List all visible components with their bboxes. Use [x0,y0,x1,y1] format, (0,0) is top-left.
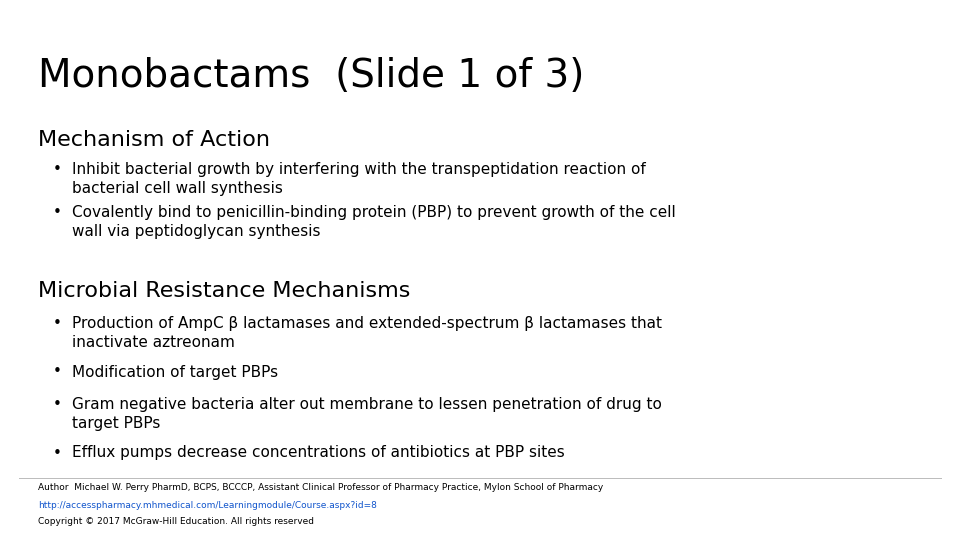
Text: •: • [53,397,61,412]
Text: Microbial Resistance Mechanisms: Microbial Resistance Mechanisms [38,281,411,301]
Text: Inhibit bacterial growth by interfering with the transpeptidation reaction of
ba: Inhibit bacterial growth by interfering … [72,162,646,196]
Text: Gram negative bacteria alter out membrane to lessen penetration of drug to
targe: Gram negative bacteria alter out membran… [72,397,661,431]
Text: •: • [53,364,61,380]
Text: •: • [53,162,61,177]
Text: Modification of target PBPs: Modification of target PBPs [72,364,278,380]
Text: Author  Michael W. Perry PharmD, BCPS, BCCCP, Assistant Clinical Professor of Ph: Author Michael W. Perry PharmD, BCPS, BC… [38,483,604,492]
Text: http://accesspharmacy.mhmedical.com/Learningmodule/Course.aspx?id=8: http://accesspharmacy.mhmedical.com/Lear… [38,501,377,510]
Text: •: • [53,205,61,220]
Text: •: • [53,316,61,331]
Text: Covalently bind to penicillin-binding protein (PBP) to prevent growth of the cel: Covalently bind to penicillin-binding pr… [72,205,676,239]
Text: Mechanism of Action: Mechanism of Action [38,130,271,150]
Text: Copyright © 2017 McGraw-Hill Education. All rights reserved: Copyright © 2017 McGraw-Hill Education. … [38,517,314,526]
Text: •: • [53,446,61,461]
Text: Efflux pumps decrease concentrations of antibiotics at PBP sites: Efflux pumps decrease concentrations of … [72,446,564,461]
Text: Production of AmpC β lactamases and extended-spectrum β lactamases that
inactiva: Production of AmpC β lactamases and exte… [72,316,662,350]
Text: Monobactams  (Slide 1 of 3): Monobactams (Slide 1 of 3) [38,57,585,94]
